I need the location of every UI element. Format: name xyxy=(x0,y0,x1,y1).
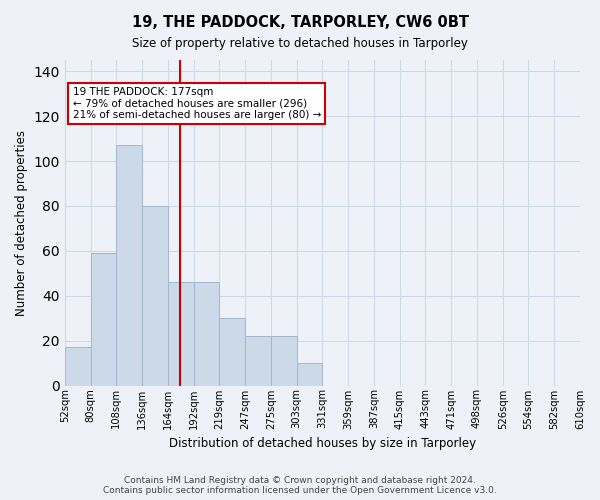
Bar xyxy=(142,206,168,386)
Text: Contains HM Land Registry data © Crown copyright and database right 2024.
Contai: Contains HM Land Registry data © Crown c… xyxy=(103,476,497,495)
Bar xyxy=(91,253,116,386)
Bar xyxy=(116,146,142,386)
Bar xyxy=(65,348,91,386)
Bar xyxy=(296,363,322,386)
Text: 19, THE PADDOCK, TARPORLEY, CW6 0BT: 19, THE PADDOCK, TARPORLEY, CW6 0BT xyxy=(131,15,469,30)
Bar xyxy=(194,282,220,386)
X-axis label: Distribution of detached houses by size in Tarporley: Distribution of detached houses by size … xyxy=(169,437,476,450)
Bar xyxy=(168,282,194,386)
Y-axis label: Number of detached properties: Number of detached properties xyxy=(15,130,28,316)
Bar xyxy=(245,336,271,386)
Text: Size of property relative to detached houses in Tarporley: Size of property relative to detached ho… xyxy=(132,38,468,51)
Bar xyxy=(271,336,296,386)
Bar xyxy=(220,318,245,386)
Text: 19 THE PADDOCK: 177sqm
← 79% of detached houses are smaller (296)
21% of semi-de: 19 THE PADDOCK: 177sqm ← 79% of detached… xyxy=(73,87,321,120)
